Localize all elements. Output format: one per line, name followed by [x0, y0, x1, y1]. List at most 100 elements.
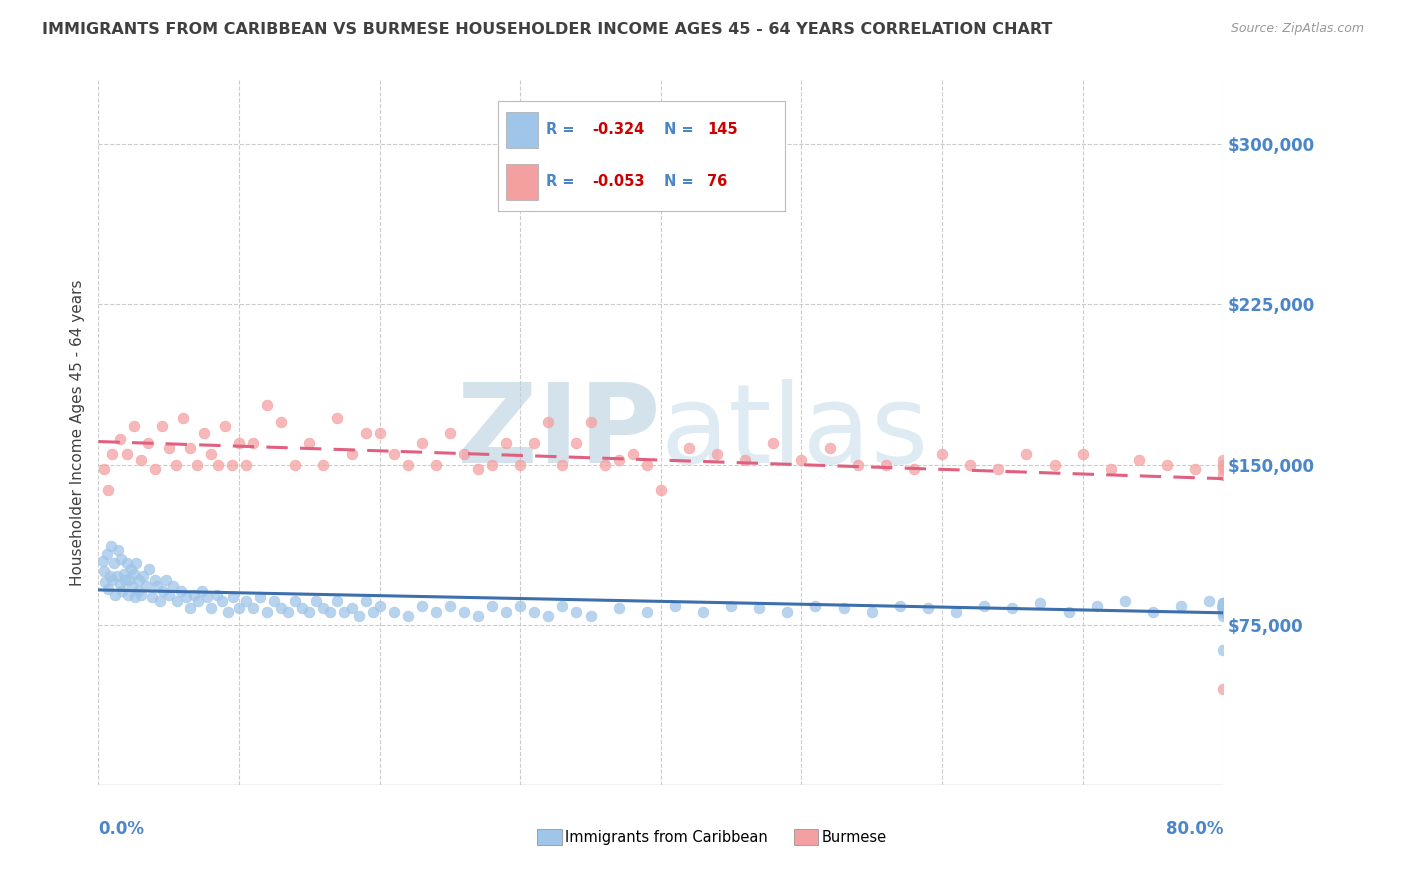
- Point: [1212, 597, 1234, 611]
- Point: [790, 453, 813, 467]
- Point: [333, 605, 356, 619]
- Point: [117, 588, 139, 602]
- Point: [319, 605, 342, 619]
- Point: [509, 458, 531, 472]
- Point: [1212, 599, 1234, 613]
- Point: [217, 605, 239, 619]
- Point: [118, 573, 141, 587]
- Point: [537, 609, 560, 624]
- Point: [179, 441, 201, 455]
- Point: [818, 441, 841, 455]
- Point: [263, 594, 285, 608]
- Point: [277, 605, 299, 619]
- Point: [1170, 599, 1192, 613]
- Point: [776, 605, 799, 619]
- Point: [1085, 599, 1108, 613]
- Point: [97, 582, 120, 596]
- Text: IMMIGRANTS FROM CARIBBEAN VS BURMESE HOUSEHOLDER INCOME AGES 45 - 64 YEARS CORRE: IMMIGRANTS FROM CARIBBEAN VS BURMESE HOU…: [42, 22, 1053, 37]
- Point: [1212, 600, 1234, 615]
- Point: [93, 565, 115, 579]
- Bar: [793, 830, 818, 845]
- Point: [284, 458, 307, 472]
- Point: [1212, 605, 1234, 619]
- Y-axis label: Householder Income Ages 45 - 64 years: Householder Income Ages 45 - 64 years: [69, 279, 84, 586]
- Point: [1212, 597, 1234, 611]
- Point: [1212, 605, 1234, 619]
- Point: [101, 447, 124, 461]
- Point: [748, 600, 770, 615]
- Point: [179, 600, 201, 615]
- Point: [170, 583, 193, 598]
- Point: [467, 462, 489, 476]
- Point: [368, 599, 391, 613]
- Point: [720, 599, 742, 613]
- Point: [1128, 453, 1150, 467]
- Point: [860, 605, 883, 619]
- Point: [326, 594, 349, 608]
- Point: [256, 605, 278, 619]
- Point: [205, 588, 228, 602]
- Point: [1212, 605, 1234, 619]
- Point: [1015, 447, 1038, 461]
- Point: [382, 605, 405, 619]
- Point: [291, 600, 314, 615]
- Point: [187, 594, 209, 608]
- Point: [149, 594, 172, 608]
- Point: [127, 583, 149, 598]
- Point: [347, 609, 370, 624]
- Point: [129, 588, 152, 602]
- Point: [368, 425, 391, 440]
- Point: [340, 447, 363, 461]
- Point: [1212, 599, 1234, 613]
- Text: Burmese: Burmese: [821, 830, 887, 845]
- Point: [875, 458, 897, 472]
- Bar: [537, 830, 562, 845]
- Point: [326, 410, 349, 425]
- Point: [495, 605, 517, 619]
- Point: [312, 458, 335, 472]
- Point: [235, 594, 257, 608]
- Point: [256, 398, 278, 412]
- Point: [1212, 599, 1234, 613]
- Point: [1212, 462, 1234, 476]
- Point: [1212, 605, 1234, 619]
- Point: [235, 458, 257, 472]
- Point: [91, 554, 114, 568]
- Point: [1099, 462, 1122, 476]
- Point: [678, 441, 700, 455]
- Point: [115, 556, 138, 570]
- Point: [1029, 597, 1052, 611]
- Text: 0.0%: 0.0%: [98, 821, 145, 838]
- Point: [523, 605, 546, 619]
- Point: [200, 447, 222, 461]
- Point: [931, 447, 953, 461]
- Point: [214, 419, 236, 434]
- Point: [509, 599, 531, 613]
- Point: [1184, 462, 1206, 476]
- Point: [221, 458, 243, 472]
- Point: [100, 539, 122, 553]
- Point: [621, 447, 644, 461]
- Point: [1212, 605, 1234, 619]
- Point: [1212, 605, 1234, 619]
- Point: [108, 577, 131, 591]
- Point: [138, 562, 160, 576]
- Point: [1212, 599, 1234, 613]
- Point: [1212, 605, 1234, 619]
- Point: [155, 573, 177, 587]
- Point: [115, 447, 138, 461]
- Point: [425, 458, 447, 472]
- Point: [889, 599, 911, 613]
- Point: [903, 462, 925, 476]
- Point: [945, 605, 967, 619]
- Point: [439, 599, 461, 613]
- Point: [143, 573, 166, 587]
- Point: [305, 594, 328, 608]
- Point: [551, 599, 574, 613]
- Point: [973, 599, 995, 613]
- Point: [242, 436, 264, 450]
- Point: [122, 419, 145, 434]
- Point: [664, 599, 686, 613]
- Point: [183, 588, 205, 602]
- Point: [104, 588, 127, 602]
